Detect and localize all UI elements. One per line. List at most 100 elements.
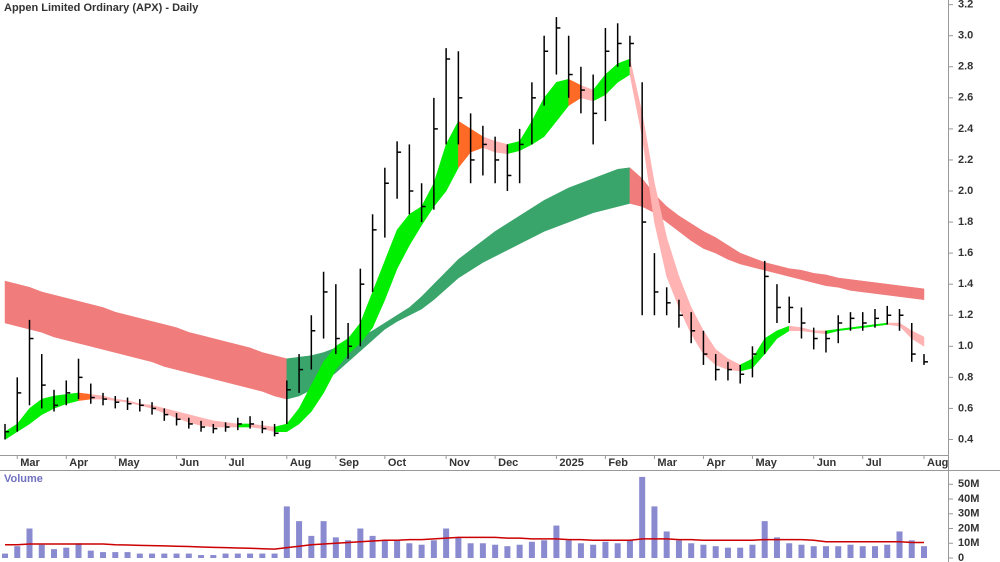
volume-bar xyxy=(381,540,388,558)
ribbon-segment xyxy=(225,341,239,386)
volume-bar xyxy=(112,552,119,558)
volume-bar xyxy=(921,546,927,558)
volume-bar xyxy=(406,543,413,558)
x-tick-label: Apr xyxy=(706,457,726,469)
volume-bar xyxy=(737,547,744,558)
volume-bar xyxy=(908,540,915,558)
volume-bar xyxy=(504,546,511,558)
volume-bar xyxy=(688,543,695,558)
y-tick-label: 20M xyxy=(958,522,979,534)
y-tick-label: 10M xyxy=(958,537,979,549)
volume-bar xyxy=(786,543,793,558)
volume-bar xyxy=(75,543,82,558)
ribbon-segment xyxy=(164,324,177,370)
volume-bar xyxy=(516,544,523,558)
y-tick-label: 50M xyxy=(958,478,979,490)
x-tick-label: Mar xyxy=(20,457,40,469)
ribbon-segment xyxy=(176,327,190,374)
ribbon-segment xyxy=(66,297,79,344)
ribbon-segment xyxy=(580,178,594,218)
ribbon-segment xyxy=(862,280,876,294)
volume-bar xyxy=(614,543,621,558)
volume-bar xyxy=(2,553,8,558)
volume-bar xyxy=(394,540,401,558)
volume-ma xyxy=(5,536,924,550)
x-tick-label: Apr xyxy=(69,457,89,469)
volume-bar xyxy=(136,553,143,558)
volume-bar xyxy=(492,544,499,558)
y-tick-label: 0 xyxy=(958,552,964,562)
volume-bar xyxy=(283,506,290,558)
ribbon-segment xyxy=(29,286,43,333)
volume-bar xyxy=(847,544,854,558)
y-tick-label: 0.6 xyxy=(958,402,973,414)
ribbon-segment xyxy=(41,291,55,338)
x-tick-label: Jun xyxy=(817,457,837,469)
y-tick-label: 2.6 xyxy=(958,92,973,104)
volume-bar xyxy=(210,555,217,558)
ribbon-segment xyxy=(151,321,165,367)
chart-title: Appen Limited Ordinary (APX) - Daily xyxy=(4,2,199,14)
volume-bar xyxy=(198,555,205,558)
volume-bar xyxy=(639,476,646,558)
volume-bar xyxy=(87,550,94,558)
x-tick-label: Jun xyxy=(180,457,200,469)
ribbon-segment xyxy=(592,173,606,214)
ribbon-segment xyxy=(543,193,557,232)
volume-bar xyxy=(369,535,376,558)
ribbon-segment xyxy=(200,335,214,380)
volume-bar xyxy=(247,553,254,558)
ribbon-segment xyxy=(115,311,128,356)
volume-bar xyxy=(479,543,486,558)
y-tick-label: 2.2 xyxy=(958,154,973,166)
volume-bar xyxy=(871,546,878,558)
y-tick-label: 2.4 xyxy=(958,123,974,135)
y-tick-label: 1.6 xyxy=(958,247,973,259)
volume-bar xyxy=(332,537,339,558)
volume-bar xyxy=(541,540,548,558)
ribbon-segment xyxy=(911,287,925,300)
volume-bar xyxy=(859,546,866,558)
ribbon-segment xyxy=(249,347,263,392)
volume-bar xyxy=(773,537,780,558)
x-tick-label: Sep xyxy=(339,457,359,469)
volume-bar xyxy=(896,531,903,558)
y-tick-label: 40M xyxy=(958,493,979,505)
ribbon-segment xyxy=(17,283,30,330)
volume-bar xyxy=(675,540,682,558)
ribbon-segment xyxy=(127,314,141,360)
x-tick-label: May xyxy=(118,457,140,469)
volume-bar xyxy=(749,544,756,558)
volume-bar xyxy=(430,540,437,558)
volume-bar xyxy=(124,552,131,558)
ribbon-segment xyxy=(262,352,275,397)
volume-bar xyxy=(712,546,719,558)
volume-bar xyxy=(234,553,241,558)
ribbon-segment xyxy=(78,300,92,347)
volume-bar xyxy=(271,553,278,558)
ribbon-segment xyxy=(213,338,226,383)
volume-label: Volume xyxy=(4,473,43,485)
ribbon-segment xyxy=(556,187,569,228)
volume-bar xyxy=(835,546,842,558)
x-tick-label: Aug xyxy=(927,457,948,469)
ribbon-segment xyxy=(90,304,104,350)
x-tick-label: Nov xyxy=(449,457,471,469)
y-tick-label: 0.4 xyxy=(958,433,974,445)
volume-bar xyxy=(810,546,817,558)
volume-bar xyxy=(798,544,805,558)
ribbon-segment xyxy=(850,279,863,293)
volume-bar xyxy=(651,506,658,558)
volume-bar xyxy=(222,553,229,558)
volume-bar xyxy=(308,535,315,558)
volume-bar xyxy=(63,547,70,558)
y-tick-label: 30M xyxy=(958,508,979,520)
x-tick-label: Mar xyxy=(657,457,677,469)
y-tick-label: 3.2 xyxy=(958,0,973,11)
volume-bar xyxy=(38,544,45,558)
volume-bar xyxy=(320,521,327,558)
ribbon-segment xyxy=(886,283,900,297)
y-tick-label: 3.0 xyxy=(958,30,973,42)
ribbon-segment xyxy=(568,182,582,223)
